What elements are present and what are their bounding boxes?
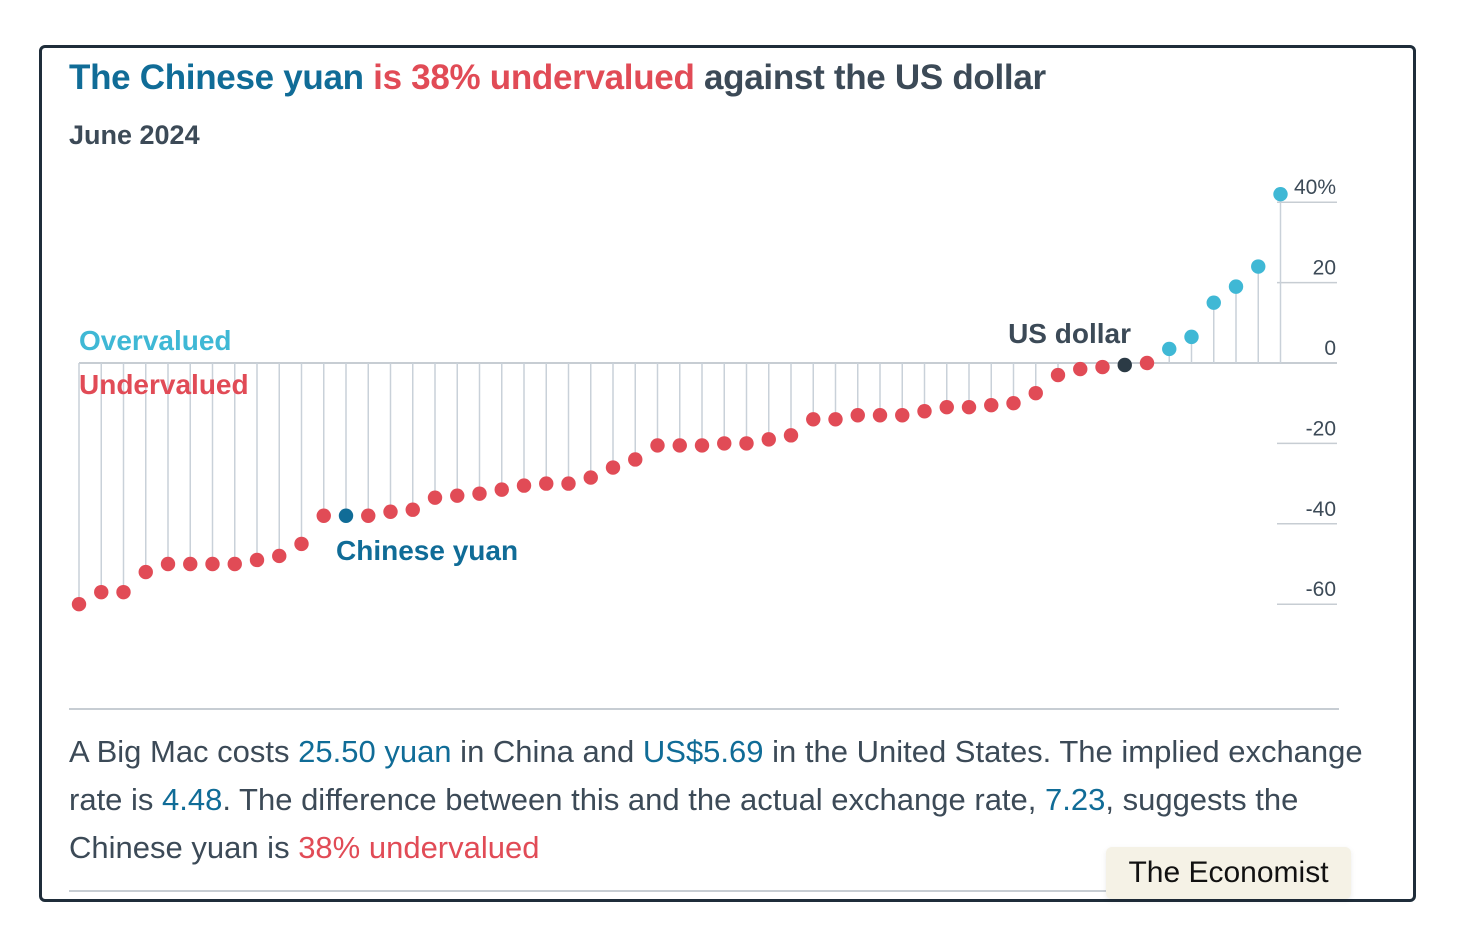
data-point xyxy=(71,597,87,612)
data-point xyxy=(338,508,354,523)
data-point xyxy=(1117,357,1132,373)
data-point xyxy=(361,508,376,523)
data-point xyxy=(116,584,131,600)
data-point xyxy=(717,436,732,451)
y-tick-label: -20 xyxy=(1306,417,1336,440)
data-point xyxy=(583,470,598,485)
footer-text-1: A Big Mac costs xyxy=(69,734,299,769)
data-point xyxy=(1251,259,1266,274)
y-tick-label: -60 xyxy=(1306,578,1336,601)
data-point xyxy=(984,398,999,413)
title-currency: The Chinese yuan xyxy=(69,58,364,97)
data-point xyxy=(1028,385,1043,401)
actual-rate: 7.23 xyxy=(1045,782,1106,817)
data-point xyxy=(1162,341,1177,357)
data-point xyxy=(895,408,910,423)
annotation-chinese-yuan: Chinese yuan xyxy=(336,535,518,566)
data-point xyxy=(961,400,977,415)
data-point xyxy=(850,408,865,423)
legend-overvalued: Overvalued xyxy=(79,325,232,356)
data-point xyxy=(1050,367,1066,383)
data-point xyxy=(1228,279,1244,294)
data-point xyxy=(1006,396,1021,411)
y-tick-label: 0 xyxy=(1324,337,1336,360)
data-point xyxy=(1206,295,1221,310)
data-point xyxy=(405,502,420,517)
data-point xyxy=(1095,359,1110,375)
data-point xyxy=(694,438,710,453)
economist-badge[interactable]: The Economist xyxy=(1106,847,1351,899)
y-tick-label: -40 xyxy=(1306,498,1336,521)
annotation-us-dollar: US dollar xyxy=(1008,318,1131,349)
data-point xyxy=(539,476,554,491)
data-point xyxy=(783,428,799,443)
footer-text-5: , suggests the Chinese yuan is xyxy=(69,782,1299,865)
data-point xyxy=(272,548,287,564)
data-point xyxy=(138,564,153,580)
local-price: 25.50 yuan xyxy=(298,734,452,769)
us-price: US$5.69 xyxy=(642,734,764,769)
data-point xyxy=(650,438,665,453)
data-point xyxy=(628,452,643,467)
data-point xyxy=(1184,329,1199,345)
data-point xyxy=(1139,355,1155,371)
footer-text: A Big Mac costs 25.50 yuan in China and … xyxy=(69,728,1369,872)
footer-text-2: in China and xyxy=(451,734,643,769)
valuation-verdict: 38% undervalued xyxy=(298,830,540,865)
data-point xyxy=(1073,361,1088,377)
data-point xyxy=(761,432,776,447)
y-tick-label: 20 xyxy=(1313,257,1336,280)
data-point xyxy=(672,438,687,453)
chart-title: The Chinese yuan is 38% undervalued agai… xyxy=(69,58,1046,98)
data-point xyxy=(1273,186,1288,202)
data-point xyxy=(94,584,109,600)
chart-subtitle: June 2024 xyxy=(69,120,200,150)
data-point xyxy=(383,504,398,519)
implied-rate: 4.48 xyxy=(162,782,223,817)
footer-text-3: in the United States. The implied exchan… xyxy=(69,734,1363,817)
data-point xyxy=(294,536,309,552)
title-valuation: is 38% undervalued xyxy=(373,58,695,97)
chart-card xyxy=(39,45,1416,902)
data-point xyxy=(427,490,443,505)
bottom-divider xyxy=(69,890,1339,892)
lollipop-chart: 40% 20 0 -20 -40 -60 Overvalued Undervalued US d… xyxy=(71,176,1337,612)
data-point xyxy=(806,412,821,427)
data-point xyxy=(917,404,932,419)
data-point xyxy=(227,556,242,572)
data-point xyxy=(205,556,220,572)
top-divider xyxy=(69,708,1339,710)
data-point xyxy=(249,552,265,568)
y-tick-label: 40% xyxy=(1294,176,1336,199)
legend-undervalued: Undervalued xyxy=(79,369,249,400)
data-point xyxy=(605,460,621,475)
data-point xyxy=(494,482,509,497)
data-point xyxy=(450,488,465,503)
data-point xyxy=(472,486,487,501)
data-point xyxy=(316,508,331,523)
data-point xyxy=(183,556,198,572)
data-point xyxy=(828,412,843,427)
data-point xyxy=(561,476,576,491)
data-point xyxy=(739,436,754,451)
data-point xyxy=(160,556,176,572)
data-point xyxy=(516,478,532,493)
footer-text-4: . The difference between this and the ac… xyxy=(222,782,1046,817)
data-point xyxy=(939,400,954,415)
data-point xyxy=(872,408,888,423)
title-rest: against the US dollar xyxy=(704,58,1046,97)
